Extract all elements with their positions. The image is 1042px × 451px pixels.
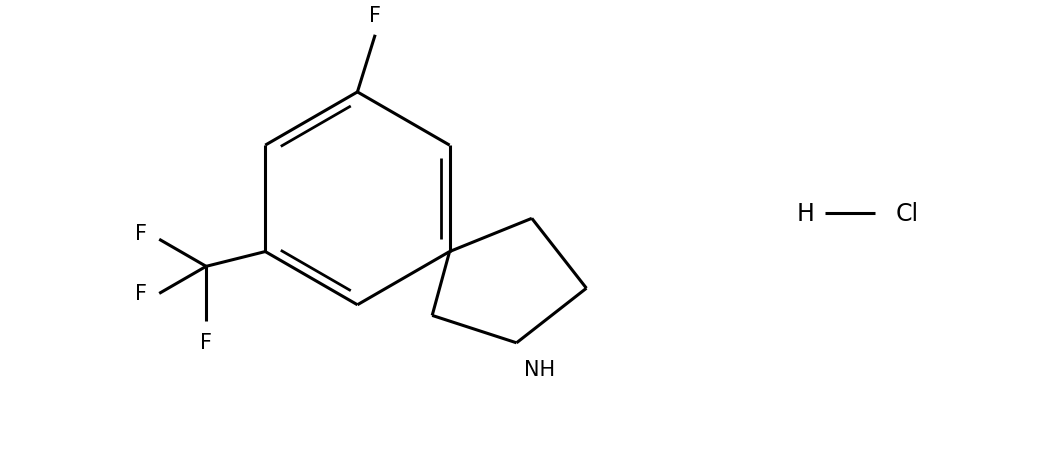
Text: F: F — [200, 333, 213, 353]
Text: Cl: Cl — [896, 202, 919, 226]
Text: F: F — [135, 284, 147, 304]
Text: NH: NH — [524, 359, 555, 379]
Text: F: F — [135, 224, 147, 244]
Text: F: F — [369, 6, 381, 26]
Text: H: H — [797, 202, 815, 226]
